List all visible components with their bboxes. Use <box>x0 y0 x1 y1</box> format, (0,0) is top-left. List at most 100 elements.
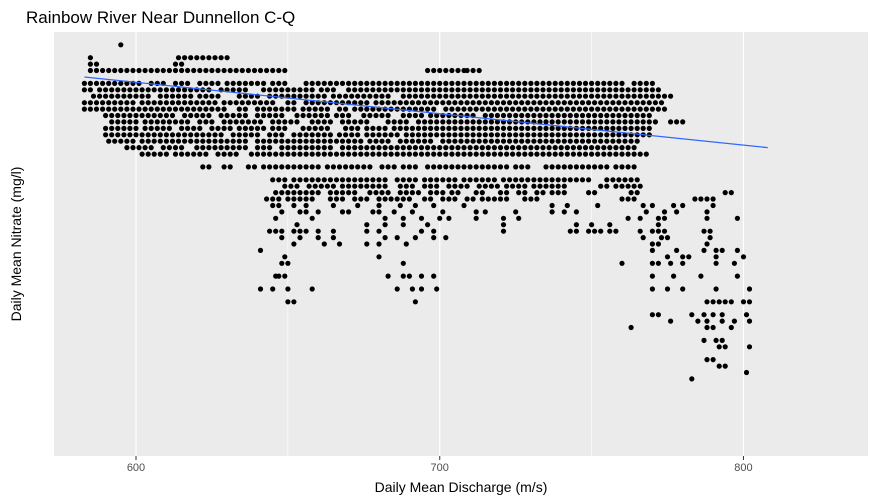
data-point <box>136 145 142 151</box>
data-point <box>455 145 461 151</box>
data-point <box>321 138 327 144</box>
data-point <box>582 80 589 86</box>
data-point <box>461 177 467 183</box>
data-point <box>121 87 127 93</box>
data-point <box>497 80 504 86</box>
data-point <box>227 151 233 157</box>
data-point <box>267 145 273 151</box>
data-point <box>309 119 315 125</box>
data-point <box>194 138 200 144</box>
data-point <box>431 202 437 209</box>
data-point <box>291 87 297 93</box>
data-point <box>236 132 242 138</box>
data-point <box>567 228 573 234</box>
data-point <box>573 138 580 144</box>
data-point <box>582 87 589 93</box>
data-point <box>613 145 619 151</box>
data-point <box>358 80 364 86</box>
data-point <box>640 235 646 241</box>
data-point <box>352 119 358 125</box>
data-point <box>628 190 634 196</box>
data-point <box>400 215 406 221</box>
data-point <box>324 106 330 112</box>
data-point <box>728 299 734 305</box>
data-point <box>382 145 388 151</box>
data-point <box>422 177 428 183</box>
data-point <box>558 151 564 157</box>
data-point <box>540 190 546 196</box>
chart-title: Rainbow River Near Dunnellon C-Q <box>26 8 295 27</box>
data-point <box>112 80 118 86</box>
data-point <box>531 132 537 138</box>
data-point <box>112 106 118 112</box>
data-point <box>664 254 671 260</box>
data-point <box>671 202 677 209</box>
data-point <box>564 80 570 86</box>
data-point <box>236 112 242 119</box>
data-point <box>318 183 324 189</box>
data-point <box>270 202 276 209</box>
data-point <box>455 151 461 157</box>
data-point <box>482 112 488 119</box>
data-point <box>297 196 303 202</box>
data-point <box>175 93 182 99</box>
data-point <box>403 190 409 196</box>
data-point <box>473 209 479 215</box>
data-point <box>549 100 555 106</box>
data-point <box>339 112 346 119</box>
data-point <box>616 100 622 106</box>
data-point <box>148 125 154 131</box>
data-point <box>309 177 315 183</box>
data-point <box>355 202 361 209</box>
data-point <box>485 145 491 151</box>
data-point <box>303 164 309 170</box>
data-point <box>370 209 376 215</box>
data-point <box>373 190 379 196</box>
data-point <box>446 119 452 125</box>
data-point <box>610 177 616 183</box>
data-point <box>403 183 409 189</box>
data-point <box>555 177 561 183</box>
data-point <box>124 145 130 151</box>
data-point <box>282 183 288 189</box>
data-point <box>109 125 115 131</box>
data-point <box>230 87 236 93</box>
data-point <box>106 100 112 106</box>
data-point <box>543 183 549 189</box>
data-point <box>500 222 507 228</box>
data-point <box>385 100 391 106</box>
data-point <box>172 67 179 74</box>
data-point <box>169 132 176 138</box>
data-point <box>534 93 540 99</box>
data-point <box>188 93 194 99</box>
data-point <box>327 138 333 144</box>
data-point <box>592 228 598 234</box>
data-point <box>163 151 169 157</box>
data-point <box>127 125 133 131</box>
data-point <box>710 357 716 363</box>
data-point <box>473 190 479 196</box>
data-point <box>604 125 610 131</box>
data-point <box>315 145 321 151</box>
data-point <box>215 93 221 99</box>
data-point <box>573 132 580 138</box>
data-point <box>564 93 570 99</box>
data-point <box>637 80 643 86</box>
data-point <box>87 55 93 61</box>
data-point <box>540 80 546 86</box>
data-point <box>303 190 309 196</box>
data-point <box>431 67 437 74</box>
data-point <box>564 106 570 112</box>
data-point <box>431 106 437 112</box>
data-point <box>154 125 160 131</box>
data-point <box>191 106 197 112</box>
data-point <box>376 209 382 215</box>
data-point <box>370 151 376 157</box>
data-point <box>537 177 543 183</box>
data-point <box>406 93 412 99</box>
data-point <box>458 119 464 125</box>
data-point <box>613 87 619 93</box>
data-point <box>443 145 449 151</box>
data-point <box>564 145 570 151</box>
data-point <box>437 215 443 221</box>
